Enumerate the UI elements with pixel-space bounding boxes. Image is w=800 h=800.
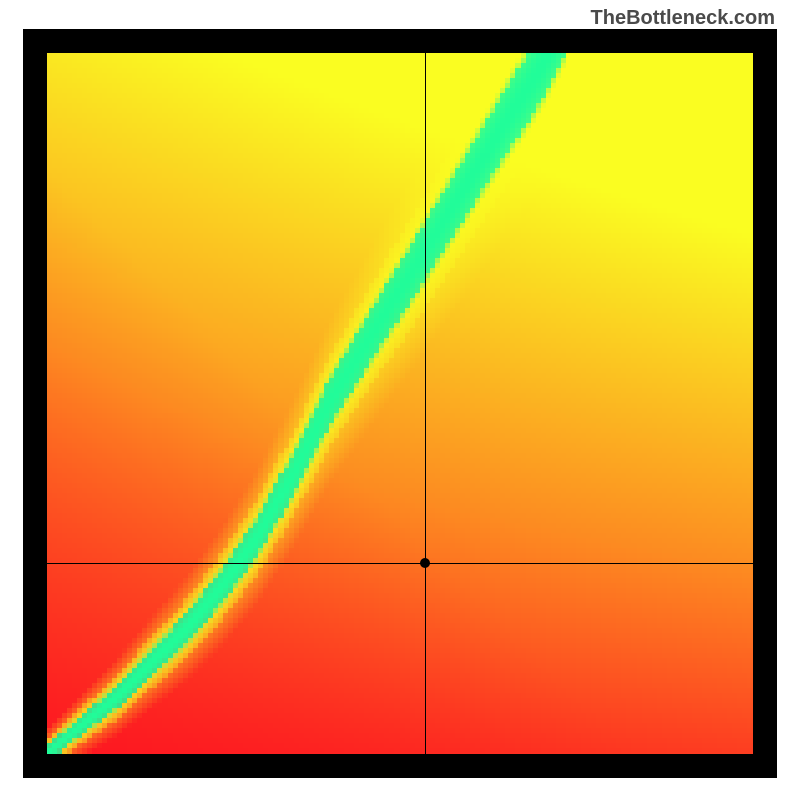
crosshair-horizontal: [47, 563, 753, 564]
crosshair-vertical: [425, 53, 426, 754]
chart-outer-frame: [23, 29, 777, 778]
heatmap-canvas: [47, 53, 753, 754]
heatmap-plot-area: [47, 53, 753, 754]
marker-dot: [420, 558, 430, 568]
watermark-text: TheBottleneck.com: [591, 7, 775, 30]
